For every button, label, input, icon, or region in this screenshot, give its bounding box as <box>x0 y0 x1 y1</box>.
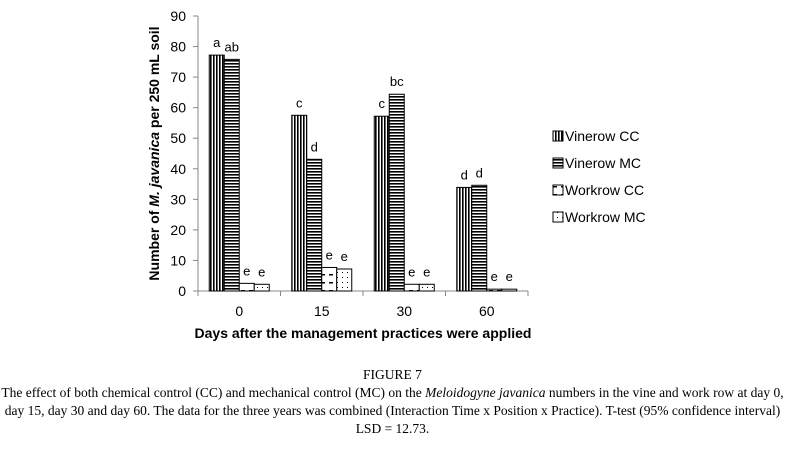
bar-significance-label: bc <box>390 74 404 89</box>
x-tick-label: 60 <box>479 303 495 319</box>
bar-significance-label: e <box>408 264 415 279</box>
bar <box>501 288 518 292</box>
species-name: Meloidogyne javanica <box>425 385 546 400</box>
y-tick-label: 80 <box>170 39 186 55</box>
legend-label: Vinerow MC <box>565 155 641 171</box>
y-tick-label: 40 <box>170 161 186 177</box>
bar-significance-label: a <box>213 35 221 50</box>
bar <box>373 115 390 292</box>
bar-significance-label: d <box>311 139 318 154</box>
bar-significance-label: d <box>461 167 468 182</box>
bar <box>291 114 308 292</box>
legend-swatch <box>552 211 564 223</box>
y-tick-label: 70 <box>170 69 186 85</box>
bar <box>388 93 405 292</box>
y-tick-label: 10 <box>170 252 186 268</box>
bar <box>336 268 353 292</box>
y-tick-label: 60 <box>170 100 186 116</box>
bar-significance-label: e <box>258 264 265 279</box>
y-tick-label: 0 <box>178 283 186 299</box>
figure-label: FIGURE 7 <box>363 367 422 382</box>
bar-significance-label: c <box>379 96 386 111</box>
caption-text-part: numbers in the vine and work row at day … <box>4 385 784 436</box>
bar <box>223 58 240 292</box>
y-axis-label: Number of M. javanica per 250 mL soil <box>146 26 162 280</box>
legend-label: Vinerow CC <box>565 128 639 144</box>
bar-significance-label: e <box>423 264 430 279</box>
bar-significance-label: e <box>491 269 498 284</box>
legend-label: Workrow CC <box>565 182 644 198</box>
caption-text: The effect of both chemical control (CC)… <box>0 384 785 438</box>
y-tick-label: 20 <box>170 222 186 238</box>
bar <box>253 283 270 292</box>
x-tick-label: 15 <box>314 303 330 319</box>
bar-significance-label: ab <box>225 39 239 54</box>
bar <box>321 266 338 292</box>
legend-swatch <box>552 157 564 169</box>
x-axis-label: Days after the management practices were… <box>195 325 532 341</box>
bar <box>306 158 323 292</box>
bar <box>418 283 435 292</box>
legend-label: Workrow MC <box>565 209 646 225</box>
bar-significance-label: d <box>476 165 483 180</box>
bar-significance-label: e <box>243 263 250 278</box>
bar-significance-label: e <box>506 269 513 284</box>
bar-significance-label: e <box>341 249 348 264</box>
bar <box>238 282 255 292</box>
legend-swatch <box>552 184 564 196</box>
bar <box>471 184 488 292</box>
bar <box>403 283 420 292</box>
x-tick-label: 0 <box>235 303 243 319</box>
y-tick-label: 90 <box>170 8 186 24</box>
x-tick-label: 30 <box>396 303 412 319</box>
y-tick-label: 50 <box>170 130 186 146</box>
y-axis-label-part: M. javanica <box>146 132 162 207</box>
y-axis-label-part: per 250 mL soil <box>146 26 162 132</box>
figure-caption: FIGURE 7 The effect of both chemical con… <box>0 366 785 438</box>
bar-significance-label: e <box>326 247 333 262</box>
caption-text-part: The effect of both chemical control (CC)… <box>1 385 426 400</box>
bar <box>456 186 473 292</box>
y-tick-label: 30 <box>170 191 186 207</box>
y-axis-label-part: Number of <box>146 207 162 281</box>
bar-significance-label: c <box>296 95 303 110</box>
legend-swatch <box>552 130 564 142</box>
bar <box>208 54 225 292</box>
bar <box>486 288 503 292</box>
bar-chart: 0 10 20 30 40 50 60 70 80 90 0 15 30 60 Days after the… <box>146 8 646 341</box>
